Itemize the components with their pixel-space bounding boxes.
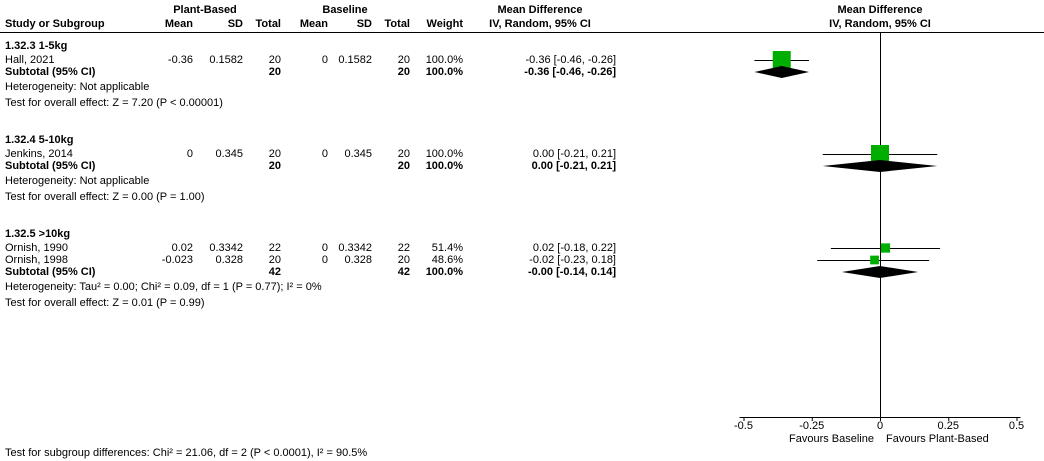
subtotal-total-baseline: 20 <box>397 160 410 172</box>
subtotal-label: Subtotal (95% CI) <box>5 266 96 278</box>
study-square-marker <box>772 51 791 69</box>
subtotal-weight: 100.0% <box>425 160 463 172</box>
cell-mean-baseline: 0 <box>321 54 328 66</box>
subtotal-total-plant: 20 <box>268 66 281 78</box>
study-name: Jenkins, 2014 <box>5 148 73 160</box>
subtotal-label: Subtotal (95% CI) <box>5 66 96 78</box>
overall-effect-text: Test for overall effect: Z = 0.00 (P = 1… <box>5 191 205 203</box>
column-header-ci: IV, Random, 95% CI <box>489 18 591 30</box>
subtotal-label: Subtotal (95% CI) <box>5 160 96 172</box>
x-axis-tick-label: -0.5 <box>734 420 753 432</box>
overall-effect-text: Test for overall effect: Z = 7.20 (P < 0… <box>5 97 223 109</box>
cell-total-plant: 20 <box>268 54 281 66</box>
study-square-marker <box>870 255 879 265</box>
cell-sd-plant: 0.328 <box>215 254 243 266</box>
cell-sd-baseline: 0.3342 <box>338 242 372 254</box>
subtotal-ci: 0.00 [-0.21, 0.21] <box>531 160 616 172</box>
cell-sd-baseline: 0.328 <box>344 254 372 266</box>
cell-sd-baseline: 0.345 <box>344 148 372 160</box>
subgroup-title: 1.32.3 1-5kg <box>5 40 68 52</box>
cell-weight: 48.6% <box>431 254 463 266</box>
cell-sd-plant: 0.3342 <box>209 242 243 254</box>
plot-title-mean-difference: Mean Difference <box>837 4 923 16</box>
column-header-mean-baseline: Mean <box>299 18 328 30</box>
cell-total-baseline: 22 <box>397 242 410 254</box>
subtotal-total-plant: 42 <box>268 266 281 278</box>
subgroup-title: 1.32.4 5-10kg <box>5 134 74 146</box>
cell-sd-plant: 0.1582 <box>209 54 243 66</box>
axis-label-favours-plant-based: Favours Plant-Based <box>886 433 989 445</box>
cell-sd-baseline: 0.1582 <box>338 54 372 66</box>
cell-weight: 51.4% <box>431 242 463 254</box>
study-square-marker <box>871 145 889 163</box>
cell-mean-baseline: 0 <box>321 254 328 266</box>
subtotal-diamond <box>822 160 938 172</box>
cell-mean-plant: -0.36 <box>167 54 193 66</box>
study-name: Ornish, 1998 <box>5 254 68 266</box>
heterogeneity-text: Heterogeneity: Tau² = 0.00; Chi² = 0.09,… <box>5 281 322 293</box>
subtotal-diamond <box>841 266 919 278</box>
study-square-marker <box>880 243 891 253</box>
study-name: Ornish, 1990 <box>5 242 68 254</box>
cell-mean-plant: 0 <box>186 148 193 160</box>
column-header-total-plant: Total <box>255 18 281 30</box>
subtotal-weight: 100.0% <box>425 66 463 78</box>
subtotal-weight: 100.0% <box>425 266 463 278</box>
cell-weight: 100.0% <box>425 148 463 160</box>
x-axis-tick-label: 0.5 <box>1008 420 1025 432</box>
cell-total-plant: 20 <box>268 148 281 160</box>
column-header-mean-plant: Mean <box>164 18 193 30</box>
subtotal-ci: -0.36 [-0.46, -0.26] <box>524 66 616 78</box>
cell-ci: 0.00 [-0.21, 0.21] <box>532 148 616 160</box>
overall-effect-text: Test for overall effect: Z = 0.01 (P = 0… <box>5 297 205 309</box>
cell-sd-plant: 0.345 <box>215 148 243 160</box>
heterogeneity-text: Heterogeneity: Not applicable <box>5 81 150 93</box>
cell-mean-plant: 0.02 <box>171 242 193 254</box>
cell-weight: 100.0% <box>425 54 463 66</box>
plot-header-ci: IV, Random, 95% CI <box>829 18 931 30</box>
column-header-sd-baseline: SD <box>356 18 372 30</box>
subtotal-total-baseline: 42 <box>397 266 410 278</box>
cell-mean-plant: -0.023 <box>161 254 193 266</box>
x-axis-tick-label: -0.25 <box>799 420 825 432</box>
cell-total-plant: 20 <box>268 254 281 266</box>
cell-total-baseline: 20 <box>397 54 410 66</box>
study-name: Hall, 2021 <box>5 54 55 66</box>
cell-ci: -0.36 [-0.46, -0.26] <box>525 54 617 66</box>
column-header-sd-plant: SD <box>227 18 243 30</box>
cell-mean-baseline: 0 <box>321 148 328 160</box>
subtotal-ci: -0.00 [-0.14, 0.14] <box>527 266 616 278</box>
column-header-total-baseline: Total <box>384 18 410 30</box>
cell-total-plant: 22 <box>268 242 281 254</box>
subtotal-total-plant: 20 <box>268 160 281 172</box>
cell-ci: 0.02 [-0.18, 0.22] <box>532 242 616 254</box>
column-group-mean-difference: Mean Difference <box>497 4 583 16</box>
heterogeneity-text: Heterogeneity: Not applicable <box>5 175 150 187</box>
column-group-plant-based: Plant-Based <box>173 4 237 16</box>
x-axis-tick-label: 0.25 <box>937 420 959 432</box>
x-axis-tick-label: 0 <box>876 420 884 432</box>
subtotal-diamond <box>754 66 810 78</box>
column-group-baseline: Baseline <box>322 4 368 16</box>
subgroup-title: 1.32.5 >10kg <box>5 228 71 240</box>
subgroup-differences-note: Test for subgroup differences: Chi² = 21… <box>5 447 368 459</box>
cell-total-baseline: 20 <box>397 148 410 160</box>
column-header-study: Study or Subgroup <box>5 18 105 30</box>
cell-mean-baseline: 0 <box>321 242 328 254</box>
subtotal-total-baseline: 20 <box>397 66 410 78</box>
axis-label-favours-baseline: Favours Baseline <box>789 433 874 445</box>
cell-ci: -0.02 [-0.23, 0.18] <box>529 254 616 266</box>
cell-total-baseline: 20 <box>397 254 410 266</box>
column-header-weight: Weight <box>426 18 463 30</box>
